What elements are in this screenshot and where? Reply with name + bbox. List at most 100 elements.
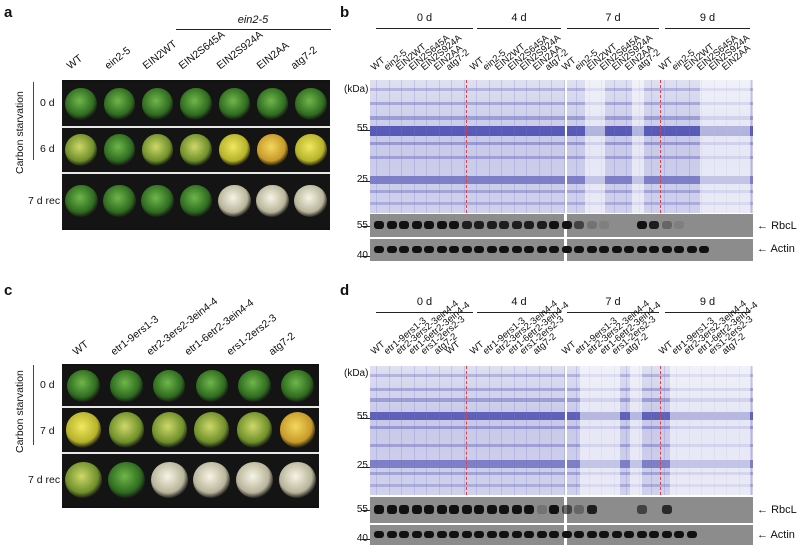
gel-red-divider-0 bbox=[466, 366, 467, 495]
photo-row-2 bbox=[62, 454, 319, 506]
gel-lane-56 bbox=[426, 80, 427, 213]
blot-band-4 bbox=[424, 531, 434, 538]
gel-red-divider-1 bbox=[660, 80, 661, 213]
plant-1-0 bbox=[65, 134, 97, 166]
gel-separator-0 bbox=[565, 366, 567, 495]
blot-band-9 bbox=[486, 531, 497, 538]
plant-1-0 bbox=[65, 412, 101, 448]
kda-label-d: (kDa) bbox=[344, 368, 369, 379]
gel-lane-6 bbox=[376, 366, 377, 495]
blot-band-18 bbox=[599, 220, 609, 229]
blot-marker-d-40: 40 bbox=[344, 533, 368, 544]
gel-faint-1 bbox=[630, 366, 642, 495]
gel-tick-b-25 bbox=[360, 181, 370, 182]
blot-band-16 bbox=[574, 245, 584, 254]
gel-faint-2 bbox=[670, 366, 750, 495]
plant-photo-c bbox=[62, 364, 319, 508]
blot-band-17 bbox=[586, 245, 597, 254]
gel-band-8 bbox=[370, 202, 753, 205]
blot-band-0 bbox=[374, 245, 384, 254]
plant-1-5 bbox=[280, 412, 316, 448]
blot-band-13 bbox=[536, 245, 547, 254]
blot-band-12 bbox=[524, 245, 534, 254]
plant-1-3 bbox=[180, 134, 212, 166]
gel-band-0 bbox=[370, 374, 753, 377]
gel-lane-144 bbox=[513, 80, 515, 213]
blot-band-20 bbox=[624, 531, 634, 538]
blot-band-10 bbox=[499, 245, 509, 254]
blot-band-1 bbox=[386, 531, 397, 538]
blot-band-25 bbox=[686, 245, 697, 254]
blot-band-18 bbox=[599, 531, 609, 538]
plant-1-4 bbox=[218, 134, 250, 166]
gel-band-4 bbox=[370, 426, 753, 429]
blot-band-9 bbox=[486, 220, 497, 229]
gel-band-8 bbox=[370, 484, 753, 487]
blot-band-9 bbox=[486, 245, 497, 254]
blot-band-8 bbox=[474, 504, 484, 514]
plant-2-5 bbox=[256, 184, 290, 218]
kda-label-b: (kDa) bbox=[344, 84, 369, 95]
blot-band-26 bbox=[699, 245, 709, 254]
time-line-d-3 bbox=[665, 312, 750, 313]
group-label-ein2-5: ein2-5 bbox=[237, 14, 269, 26]
side-label-a: Carbon starvation bbox=[14, 91, 26, 174]
plant-0-5 bbox=[256, 88, 289, 120]
gel-band-4 bbox=[370, 142, 753, 145]
coomassie-gel-b bbox=[370, 80, 753, 213]
gel-lane-244 bbox=[613, 80, 615, 213]
gel-lane-119 bbox=[488, 80, 490, 213]
time-label-d-3: 9 d bbox=[699, 296, 716, 308]
group-label-line bbox=[176, 29, 331, 30]
gel-faint-0 bbox=[585, 80, 605, 213]
gel-lane-6 bbox=[376, 80, 377, 213]
side-label-c: Carbon starvation bbox=[14, 370, 26, 453]
plant-0-0 bbox=[65, 88, 97, 120]
blot-band-19 bbox=[611, 531, 622, 538]
gel-lane-94 bbox=[463, 366, 465, 495]
blot-band-12 bbox=[524, 220, 534, 229]
plant-0-1 bbox=[109, 369, 143, 403]
gel-lane-94 bbox=[463, 80, 465, 213]
blot-band-6 bbox=[449, 531, 459, 538]
column-label-c-3: etr1-6etr2-3ein4-4 bbox=[182, 296, 257, 358]
column-label-c-0: WT bbox=[70, 338, 91, 358]
gel-lane-156 bbox=[526, 366, 527, 495]
time-label-b-2: 7 d bbox=[605, 12, 621, 24]
coomassie-gel-d bbox=[370, 366, 753, 495]
blot-band-18 bbox=[599, 245, 609, 254]
gel-band-7 bbox=[370, 190, 753, 193]
blot-band-1 bbox=[386, 245, 397, 254]
blot-band-21 bbox=[636, 531, 647, 538]
blot-band-0 bbox=[374, 220, 384, 229]
photo-divider-2 bbox=[62, 452, 319, 454]
side-bracket-a bbox=[33, 82, 34, 160]
gel-faint-2 bbox=[700, 80, 750, 213]
gel-lane-69 bbox=[438, 366, 440, 495]
blot-band-14 bbox=[549, 245, 559, 254]
gel-lane-256 bbox=[626, 366, 627, 495]
plant-1-5 bbox=[256, 134, 289, 166]
plant-2-6 bbox=[294, 184, 328, 218]
plant-0-2 bbox=[152, 369, 186, 403]
panel-letter-a: a bbox=[4, 4, 13, 21]
gel-band-2 bbox=[370, 398, 753, 402]
blot-band-7 bbox=[461, 220, 472, 229]
time-label-d-1: 4 d bbox=[511, 296, 527, 308]
blot-band-15 bbox=[561, 220, 572, 229]
blot-band-4 bbox=[424, 220, 434, 229]
blot-band-3 bbox=[411, 245, 422, 254]
blot-band-12 bbox=[524, 504, 534, 514]
gel-lane-131 bbox=[501, 80, 502, 213]
blot-band-3 bbox=[411, 220, 422, 229]
row-label-c-0: 0 d bbox=[40, 379, 55, 391]
gel-separator-0 bbox=[565, 80, 567, 213]
gel-lane-206 bbox=[576, 366, 577, 495]
plant-0-3 bbox=[180, 88, 212, 120]
photo-divider-2 bbox=[62, 172, 330, 174]
gel-lane-56 bbox=[426, 366, 427, 495]
panel-letter-d: d bbox=[340, 282, 350, 299]
plant-0-4 bbox=[218, 88, 250, 120]
gel-marker-d-55: 55 bbox=[356, 411, 368, 422]
blot-band-17 bbox=[586, 504, 597, 514]
